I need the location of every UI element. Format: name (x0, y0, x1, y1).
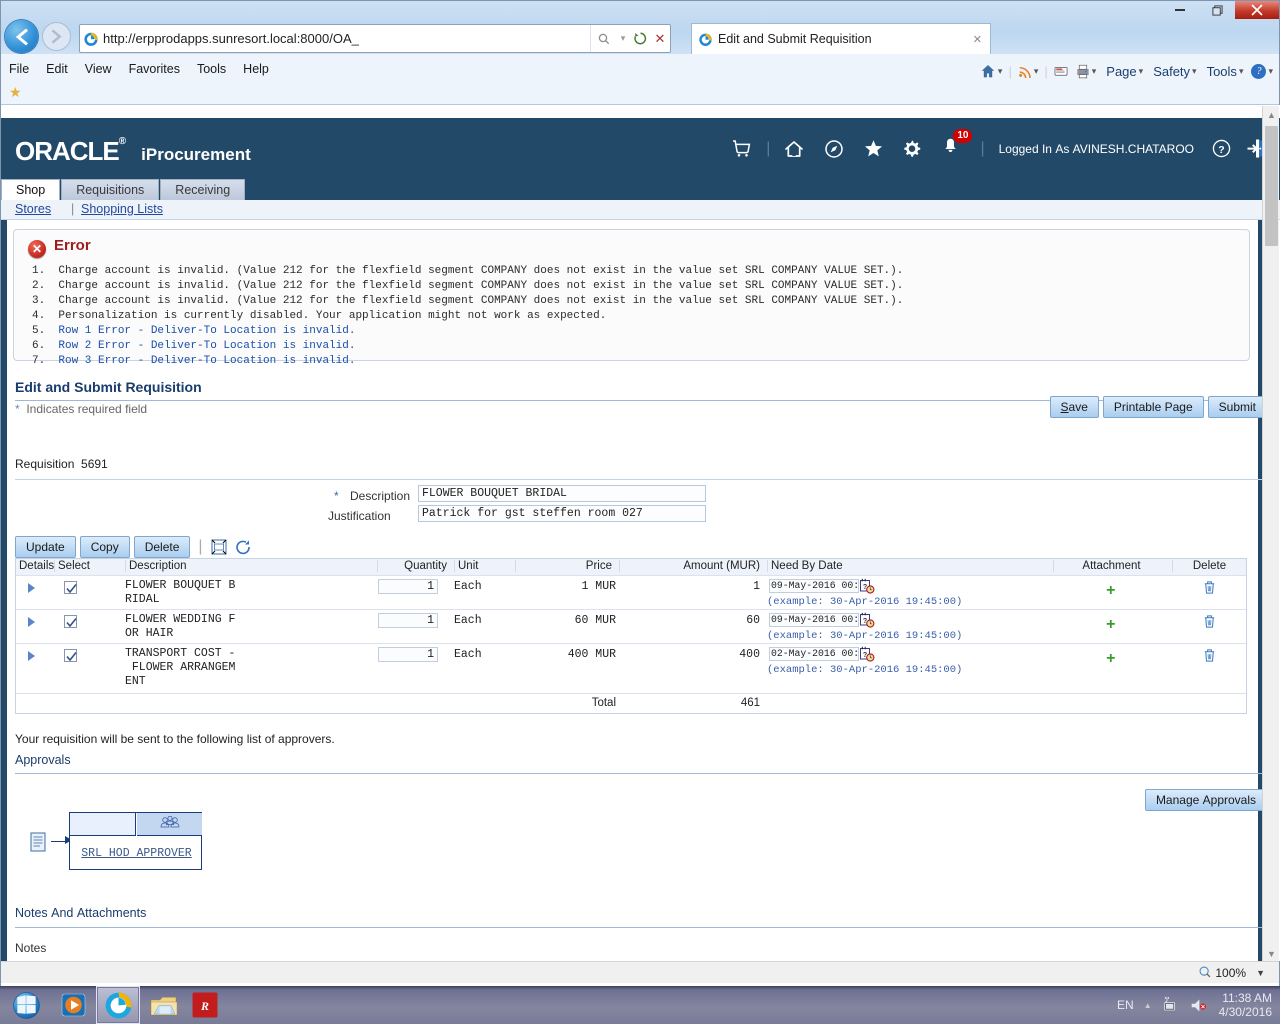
svg-text:R: R (200, 999, 209, 1013)
svg-text:?: ? (1218, 145, 1224, 156)
